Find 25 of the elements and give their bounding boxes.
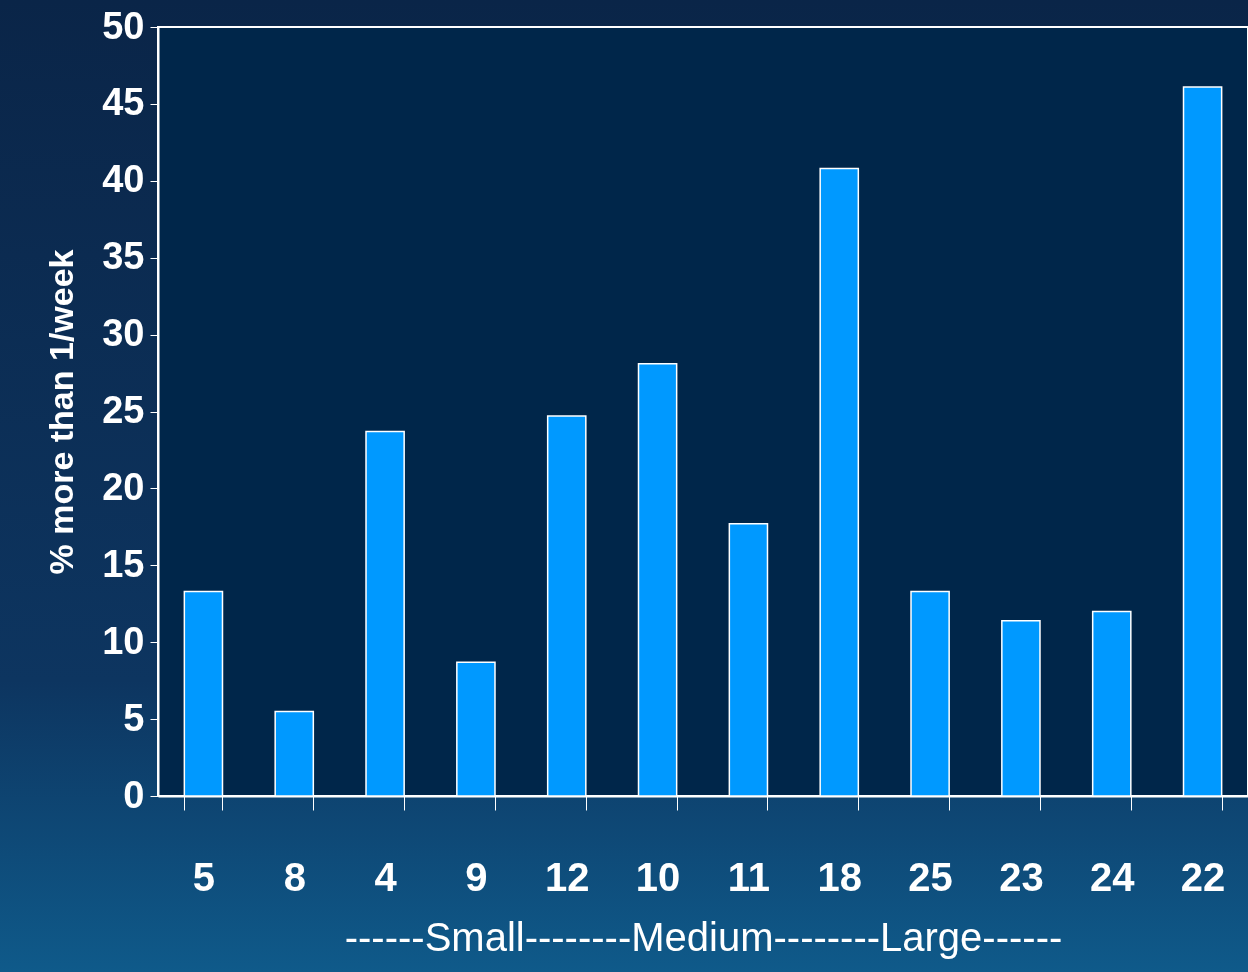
x-tick-label: 8 — [283, 854, 306, 899]
x-tick-label: 25 — [908, 854, 953, 899]
x-tick-label: 12 — [545, 854, 590, 899]
x-tick-label: 23 — [999, 854, 1044, 899]
y-tick-label: 50 — [102, 4, 145, 47]
y-tick-label: 40 — [102, 158, 145, 201]
y-tick-label: 15 — [102, 542, 145, 585]
y-tick-label: 20 — [102, 465, 145, 508]
x-tick-label: 18 — [817, 854, 862, 899]
y-tick-label: 35 — [102, 235, 145, 278]
x-tick-label: 24 — [1090, 854, 1136, 899]
x-tick-label: 11 — [727, 854, 771, 899]
y-axis-title: % more than 1/week — [42, 249, 81, 575]
x-tick-label: 4 — [374, 854, 398, 899]
x-tick-label: 5 — [192, 854, 216, 899]
x-tick-label: 9 — [465, 854, 488, 899]
y-tick-label: 45 — [102, 81, 145, 124]
x-axis-title: ------Small--------Medium--------Large------ — [344, 914, 1063, 959]
y-tick-label: 5 — [123, 696, 145, 739]
y-tick-label: 10 — [102, 619, 145, 662]
x-tick-label: 10 — [635, 854, 681, 899]
y-tick-label: 30 — [102, 312, 145, 355]
y-tick-label: 0 — [123, 773, 145, 816]
x-tick-label: 22 — [1180, 854, 1226, 899]
y-tick-label: 25 — [102, 389, 145, 431]
